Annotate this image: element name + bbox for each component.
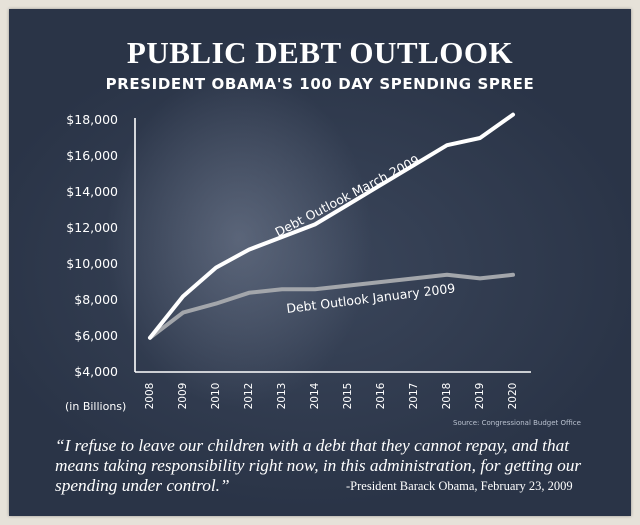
x-tick-label: 2015 [342, 383, 354, 410]
x-tick-label: 2018 [441, 383, 453, 410]
y-tick-label: $18,000 [66, 112, 118, 127]
y-tick-label: $16,000 [66, 148, 118, 163]
y-tick-label: $8,000 [74, 292, 118, 307]
x-tick-label: 2009 [177, 383, 189, 410]
series-label-january-2009: Debt Outlook January 2009 [286, 280, 457, 316]
y-tick-label: $6,000 [74, 328, 118, 343]
quote-attribution: -President Barack Obama, February 23, 20… [346, 479, 573, 493]
x-tick-labels: 2008 2009 2010 2012 2013 2014 2015 2016 2017 2018… [144, 382, 519, 409]
background-photo [9, 9, 631, 516]
y-tick-label: $4,000 [74, 364, 118, 379]
x-tick-label: 2019 [474, 383, 486, 410]
y-tick-label: $10,000 [66, 256, 118, 271]
x-tick-label: 2020 [507, 383, 519, 410]
x-tick-label: 2017 [408, 383, 420, 410]
page-subtitle: PRESIDENT OBAMA'S 100 DAY SPENDING SPREE [105, 75, 535, 93]
infographic-frame: PUBLIC DEBT OUTLOOK PRESIDENT OBAMA'S 10… [9, 9, 631, 516]
y-tick-labels: $4,000 $6,000 $8,000 $10,000 $12,000 $14,000 $… [66, 112, 118, 379]
y-axis-unit-label: (in Billions) [65, 400, 127, 413]
series-line-january-2009 [148, 272, 515, 340]
y-tick-label: $14,000 [66, 184, 118, 199]
page-title: PUBLIC DEBT OUTLOOK [126, 35, 514, 70]
series-line-march-2009 [148, 112, 515, 340]
source-note: Source: Congressional Budget Office [453, 419, 581, 427]
x-tick-label: 2016 [375, 382, 387, 409]
series-label-march-2009: Debt Outlook March 2009 [272, 152, 421, 240]
quote-text: “I refuse to leave our children with a d… [55, 436, 582, 495]
x-tick-label: 2010 [210, 383, 222, 410]
debt-chart: $4,000 $6,000 $8,000 $10,000 $12,000 $14,000 $… [66, 112, 531, 409]
y-tick-label: $12,000 [66, 220, 118, 235]
x-tick-label: 2008 [144, 383, 156, 410]
x-tick-label: 2012 [243, 383, 255, 410]
x-tick-label: 2014 [309, 382, 321, 409]
x-tick-label: 2013 [276, 383, 288, 410]
